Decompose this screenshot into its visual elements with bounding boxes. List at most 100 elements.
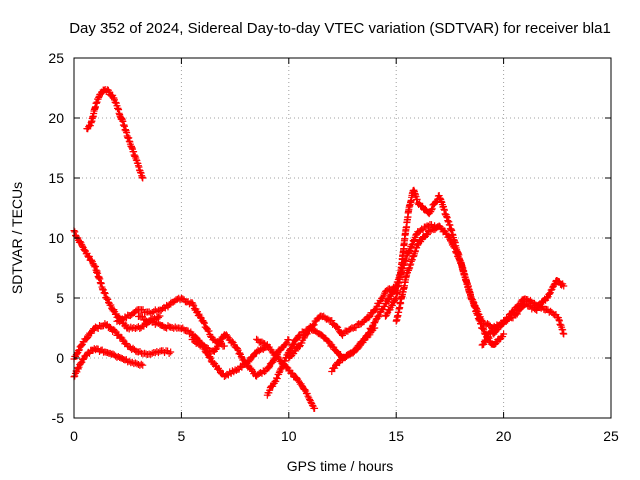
data-point — [469, 298, 477, 306]
series-arc-13 — [392, 222, 497, 332]
data-point — [365, 314, 373, 322]
series-arc-7 — [188, 331, 293, 380]
x-tick-label: 5 — [178, 428, 186, 444]
data-point — [188, 299, 196, 307]
data-point — [90, 261, 98, 269]
data-point — [216, 339, 224, 347]
data-point — [71, 228, 79, 236]
data-point — [472, 304, 480, 312]
data-point — [85, 123, 93, 131]
x-axis-label: GPS time / hours — [287, 458, 394, 474]
data-point — [560, 330, 568, 338]
data-point — [78, 242, 86, 250]
data-point — [220, 342, 228, 350]
data-point — [546, 290, 554, 298]
data-point — [86, 122, 94, 130]
y-tick-label: 10 — [48, 230, 64, 246]
data-point — [509, 309, 517, 317]
data-point — [367, 326, 375, 334]
data-point — [131, 359, 139, 367]
data-point — [110, 94, 118, 102]
y-tick-label: 25 — [48, 50, 64, 66]
data-point — [107, 301, 115, 309]
data-point — [504, 315, 512, 323]
data-point — [428, 205, 436, 213]
data-point — [445, 232, 453, 240]
data-point — [111, 327, 119, 335]
data-point — [453, 249, 461, 257]
data-point — [200, 318, 208, 326]
data-point — [480, 329, 488, 337]
data-point — [366, 312, 374, 320]
data-point — [307, 398, 315, 406]
data-point — [480, 325, 488, 333]
data-point — [414, 241, 422, 249]
data-point — [171, 323, 179, 331]
data-point — [273, 375, 281, 383]
data-point — [286, 345, 294, 353]
data-point — [147, 309, 155, 317]
plot-points — [70, 85, 568, 412]
data-point — [265, 364, 273, 372]
data-point — [289, 370, 297, 378]
data-point — [423, 231, 431, 239]
data-point — [77, 342, 85, 350]
data-point — [112, 99, 120, 107]
data-point — [278, 364, 286, 372]
series-arc-2 — [70, 320, 175, 363]
data-point — [205, 353, 213, 361]
data-point — [288, 369, 296, 377]
data-point — [167, 348, 175, 356]
data-point — [543, 294, 551, 302]
data-point — [141, 349, 149, 357]
y-tick-label: -5 — [52, 410, 65, 426]
data-point — [560, 282, 568, 290]
series-arc-9 — [263, 323, 379, 399]
data-point — [74, 365, 82, 373]
data-point — [139, 361, 147, 369]
data-point — [513, 310, 521, 318]
data-point — [73, 349, 81, 357]
data-point — [550, 281, 558, 289]
series-arc-3 — [70, 227, 164, 333]
data-point — [88, 256, 96, 264]
data-point — [153, 308, 161, 316]
data-point — [311, 404, 319, 412]
data-point — [80, 245, 88, 253]
x-tick-label: 0 — [70, 428, 78, 444]
y-tick-label: 0 — [56, 350, 64, 366]
data-point — [456, 257, 464, 265]
y-tick-label: 20 — [48, 110, 64, 126]
data-point — [236, 349, 244, 357]
data-point — [301, 386, 309, 394]
data-point — [76, 238, 84, 246]
data-point — [137, 360, 145, 368]
x-tick-label: 10 — [281, 428, 297, 444]
data-point — [223, 332, 231, 340]
data-point — [310, 321, 318, 329]
data-point — [382, 312, 390, 320]
series-arc-1 — [70, 345, 147, 381]
data-point — [333, 322, 341, 330]
data-point — [455, 254, 463, 262]
data-point — [165, 349, 173, 357]
data-point — [452, 248, 460, 256]
data-point — [378, 294, 386, 302]
series-arc-10 — [285, 282, 400, 362]
data-point — [147, 317, 155, 325]
data-point — [83, 335, 91, 343]
data-point — [352, 324, 360, 332]
data-point — [75, 346, 83, 354]
data-point — [285, 336, 293, 344]
x-tick-label: 20 — [496, 428, 512, 444]
data-point — [451, 244, 459, 252]
data-point — [480, 338, 488, 346]
data-point — [109, 307, 117, 315]
data-point — [139, 174, 147, 182]
chart-title: Day 352 of 2024, Sidereal Day-to-day VTE… — [69, 20, 611, 37]
data-point — [79, 355, 87, 363]
data-point — [161, 348, 169, 356]
y-axis-label: SDTVAR / TECUs — [9, 182, 25, 294]
data-point — [233, 345, 241, 353]
data-point — [296, 343, 304, 351]
